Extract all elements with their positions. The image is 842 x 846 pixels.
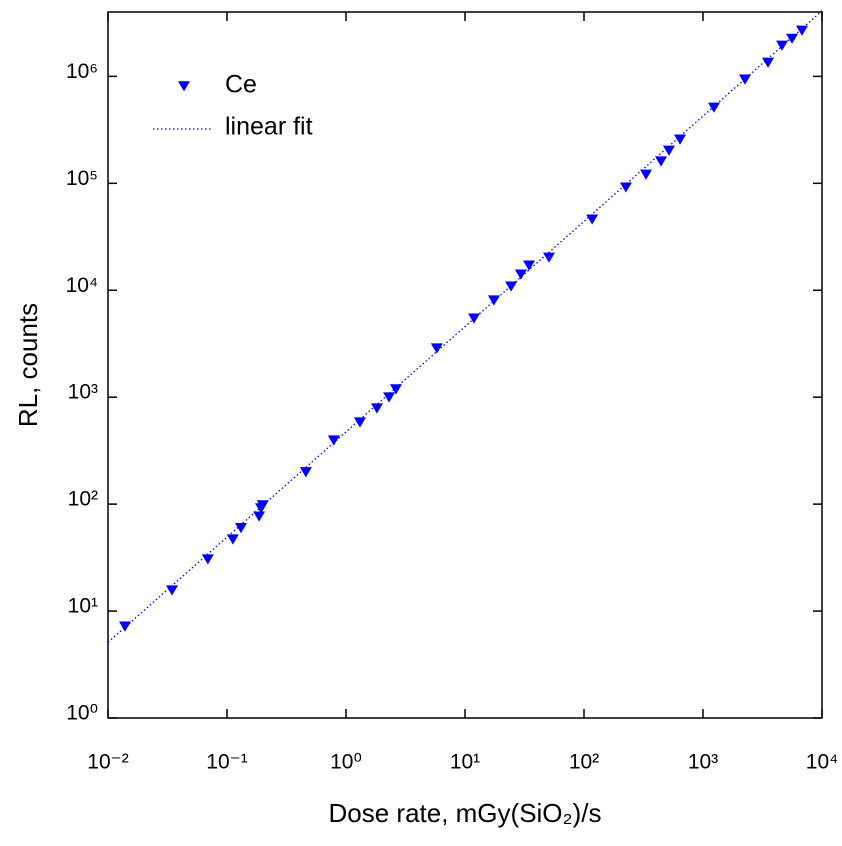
data-point (762, 57, 775, 68)
data-point (786, 33, 799, 44)
legend-marker (178, 81, 190, 92)
data-point (370, 403, 383, 414)
y-tick-label: 10³ (68, 381, 98, 404)
data-point (776, 40, 789, 51)
x-tick-label: 10⁰ (330, 751, 362, 774)
data-point (586, 214, 599, 225)
data-point (327, 435, 340, 446)
data-point (383, 392, 396, 403)
data-point (430, 343, 443, 354)
fit-line (107, 10, 823, 643)
data-point (640, 169, 653, 180)
plot-frame (107, 11, 823, 719)
x-tick-label: 10⁴ (806, 751, 838, 774)
x-tick-label: 10⁻² (87, 751, 128, 774)
data-point (619, 182, 632, 193)
y-axis-title: RL, counts (13, 303, 43, 427)
x-tick-label: 10³ (688, 751, 718, 774)
y-tick-label: 10⁴ (66, 274, 98, 297)
y-tick-label: 10² (68, 488, 98, 511)
data-point (795, 25, 808, 36)
data-point (166, 585, 179, 596)
data-point (487, 295, 500, 306)
data-point (234, 523, 247, 534)
data-point (663, 145, 676, 156)
x-axis-title: Dose rate, mGy(SiO₂)/s (328, 798, 601, 828)
x-tick-label: 10⁻¹ (206, 751, 247, 774)
y-tick-label: 10⁰ (66, 702, 98, 725)
data-point (505, 281, 518, 292)
y-tick-label: 10⁵ (66, 167, 98, 190)
data-point (299, 467, 312, 478)
data-point (514, 269, 527, 280)
data-point (655, 156, 668, 167)
x-tick-label: 10² (569, 751, 599, 774)
data-point (674, 134, 687, 145)
x-tick-label: 10¹ (450, 751, 480, 774)
data-point (467, 313, 480, 324)
data-point (523, 260, 536, 271)
y-tick-label: 10¹ (68, 595, 98, 618)
data-point (256, 500, 269, 511)
y-tick-label: 10⁶ (66, 60, 98, 83)
data-point (201, 554, 214, 565)
data-point (739, 74, 752, 85)
data-point (119, 621, 132, 632)
data-point (389, 384, 402, 395)
data-point (226, 534, 239, 545)
data-point (353, 417, 366, 428)
data-point (542, 252, 555, 263)
data-point (707, 102, 720, 113)
legend-label: linear fit (225, 113, 313, 141)
legend-label: Ce (225, 71, 257, 99)
data-point (253, 511, 266, 522)
